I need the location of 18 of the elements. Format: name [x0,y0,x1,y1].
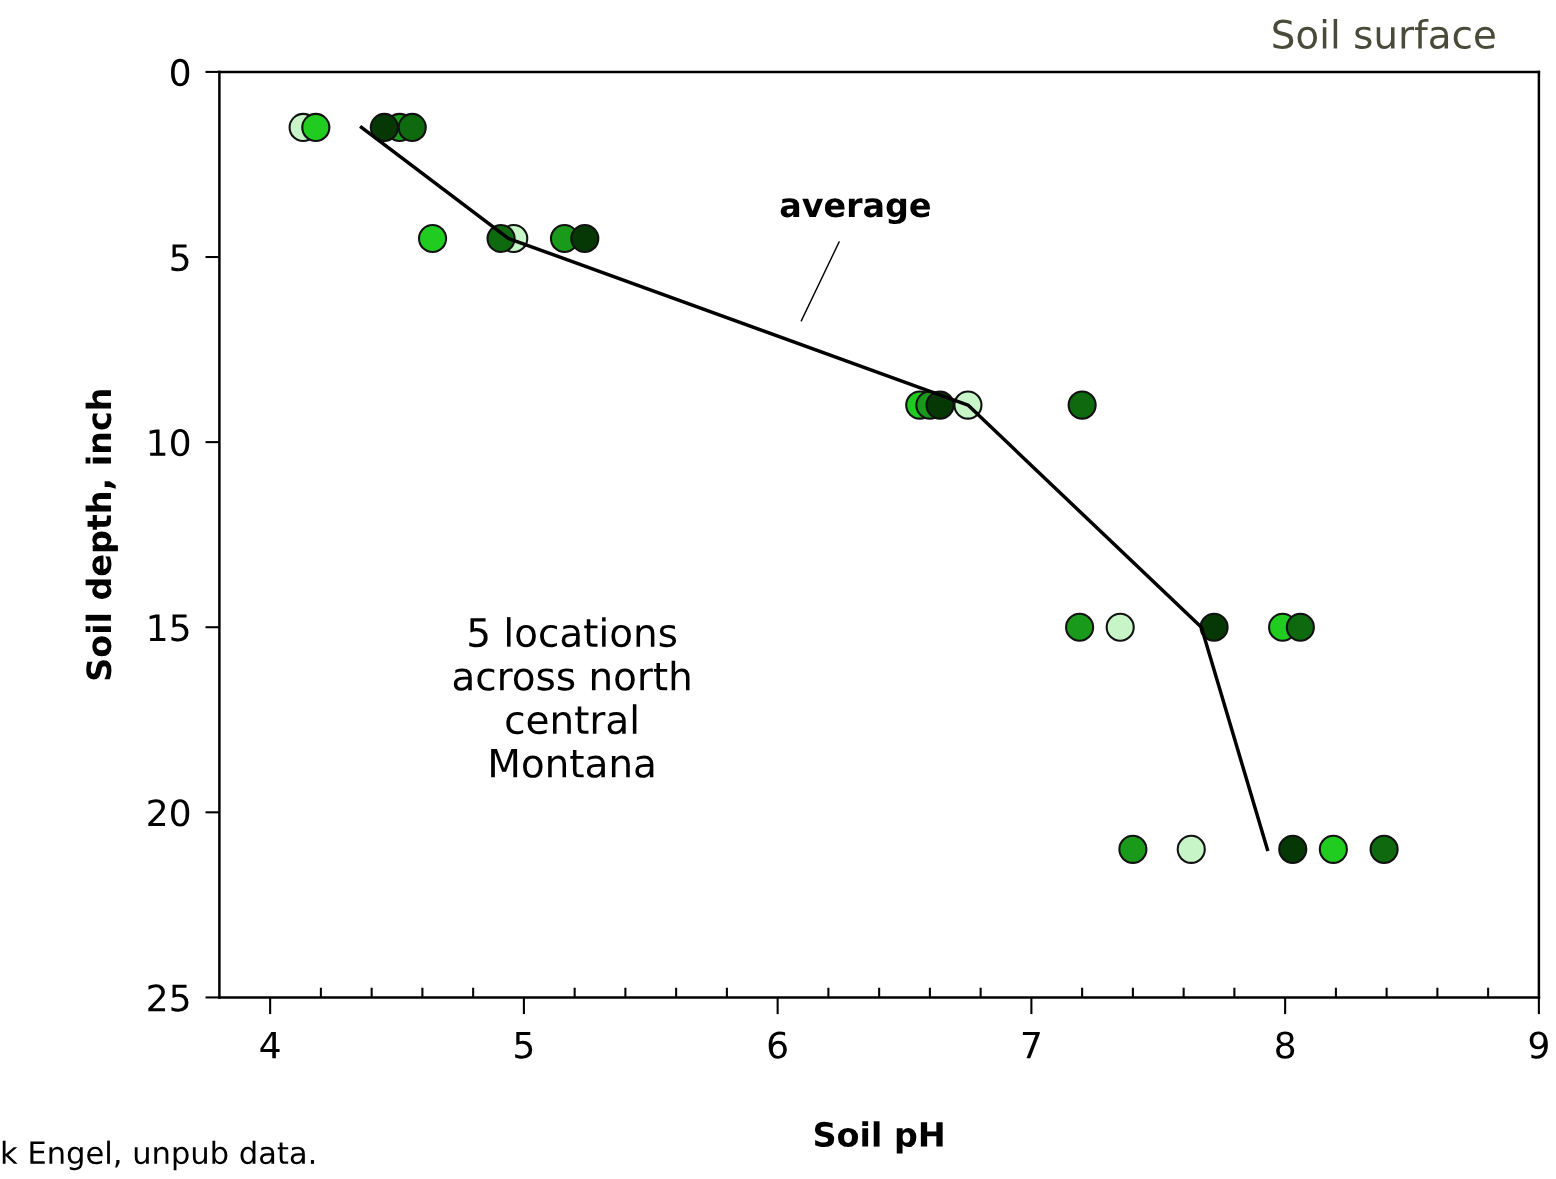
text: Soil surface [1273,18,1495,50]
x-tick-label: 5 [515,1031,533,1059]
y-axis-title: Soil depth, inch [85,390,118,680]
y-tick-label: 5 [171,244,189,272]
y-tick-label: 25 [148,984,189,1012]
y-tick-label: 0 [171,58,190,87]
y-tick-label: 15 [149,614,189,642]
y-tick-label: 20 [148,799,190,827]
x-tick-label: 9 [1529,1031,1548,1059]
annotation: 5 locations across north central Montana [453,617,690,778]
x-tick-label: 4 [260,1031,280,1059]
x-axis-title: Soil pH [814,1121,943,1154]
text: k Engel, unpub data. [2,1140,315,1171]
x-tick-label: 6 [768,1031,787,1059]
x-tick-label: 7 [1022,1031,1040,1059]
y-tick-label: 10 [149,429,190,457]
annotation: average [780,198,930,225]
x-tick-label: 8 [1276,1031,1295,1059]
